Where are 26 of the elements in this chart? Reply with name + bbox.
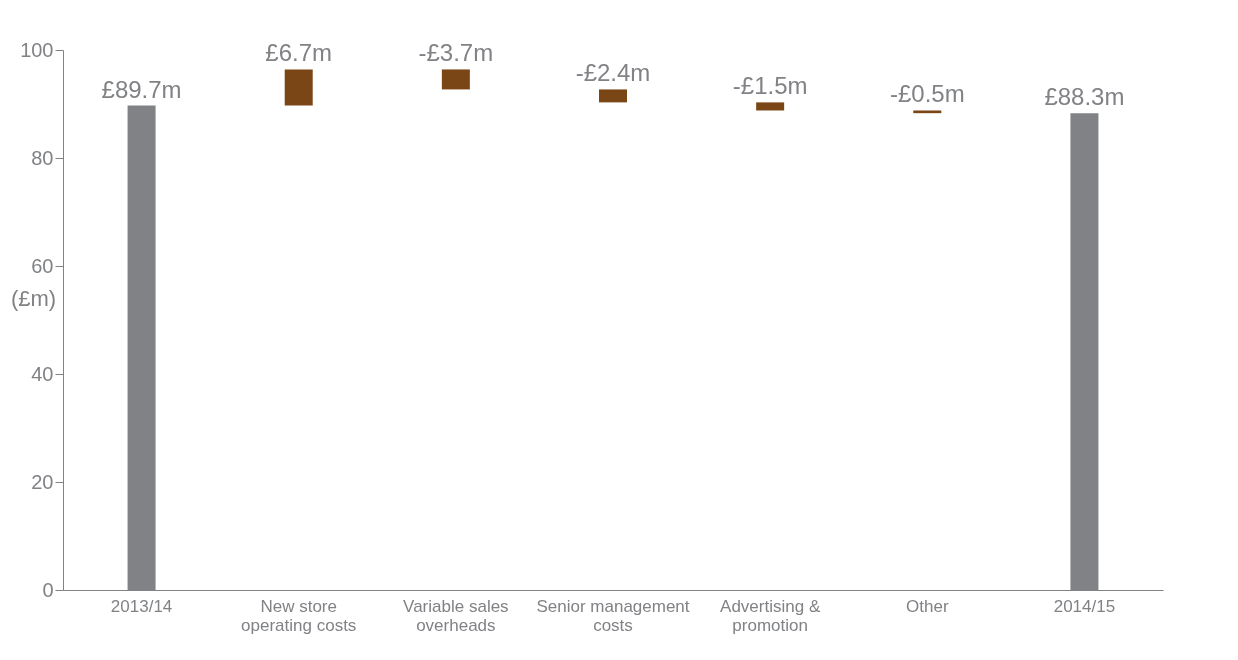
- y-tick-label: 60: [31, 254, 54, 277]
- data-label: £89.7m: [101, 75, 182, 103]
- x-tick-label: Senior management costs: [536, 596, 690, 635]
- data-label: £6.7m: [265, 39, 333, 67]
- x-tick-label: New store operating costs: [241, 596, 357, 635]
- bar: [756, 102, 785, 111]
- y-axis-title: (£m): [10, 285, 57, 311]
- y-tick-label: 40: [31, 362, 54, 385]
- bar: [284, 69, 313, 106]
- x-tick-label: Variable sales overheads: [403, 596, 509, 635]
- data-label: -£2.4m: [575, 59, 651, 87]
- y-tick-label: 20: [31, 470, 54, 493]
- y-tick-label: 80: [31, 146, 54, 169]
- y-tick-label: 0: [42, 578, 54, 601]
- bar: [599, 89, 627, 103]
- data-label: -£3.7m: [418, 39, 494, 67]
- x-tick-label: Advertising & promotion: [720, 596, 821, 635]
- x-tick-label: 2013/14: [110, 596, 173, 616]
- bar: [441, 69, 470, 90]
- x-tick-label: Other: [906, 596, 949, 616]
- data-label: -£1.5m: [732, 72, 808, 100]
- y-tick-label: 100: [20, 38, 54, 61]
- data-label: £88.3m: [1044, 83, 1125, 111]
- bar: [913, 110, 942, 114]
- x-tick-label: 2014/15: [1053, 596, 1116, 616]
- data-label: -£0.5m: [889, 80, 965, 108]
